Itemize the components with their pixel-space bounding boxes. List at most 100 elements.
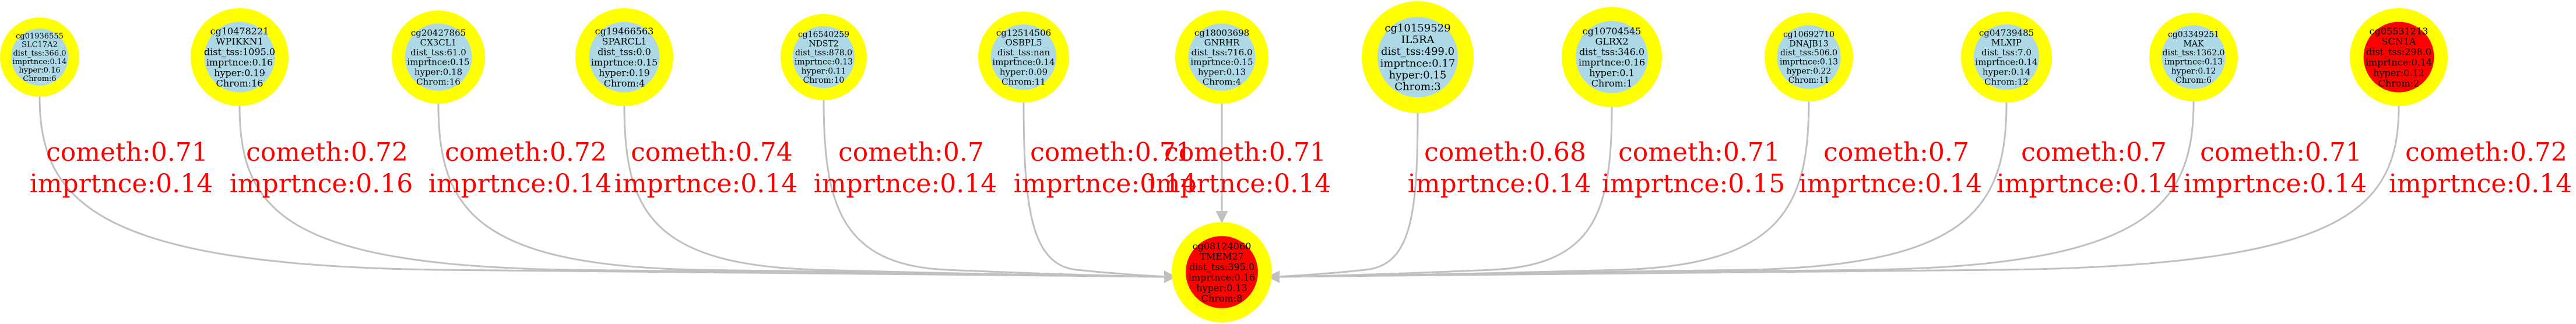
node-label-line: imprtnce:0.16 — [1189, 272, 1255, 283]
node-core — [589, 22, 660, 93]
node-label-line: imprtnce:0.17 — [1380, 57, 1456, 69]
edge-label-cometh: cometh:0.74 — [631, 138, 793, 167]
node-label-line: imprtnce:0.16 — [206, 57, 273, 68]
source-node[interactable]: cg16540259NDST2dist_tss:878.0imprtnce:0.… — [781, 14, 867, 100]
node-label-line: cg04739485 — [1979, 27, 2034, 38]
node-label-line: Chrom:6 — [2176, 76, 2212, 85]
node-label-line: cg16540259 — [798, 30, 849, 40]
edge-label-cometh: cometh:0.72 — [2405, 138, 2567, 167]
source-node[interactable]: cg05531213SCN1Adist_tss:298.0imprtnce:0.… — [2350, 8, 2448, 106]
edge-label-cometh: cometh:0.72 — [246, 138, 408, 167]
node-label-line: cg10692710 — [1783, 30, 1835, 40]
edge-label-imprtnce: imprtnce:0.14 — [614, 169, 798, 199]
node-label-line: hyper:0.19 — [214, 67, 265, 78]
node-label-line: imprtnce:0.14 — [992, 57, 1055, 68]
edge-labels-layer: cometh:0.71imprtnce:0.14cometh:0.72imprt… — [30, 138, 2573, 199]
node-core — [1777, 25, 1841, 89]
edge-label-imprtnce: imprtnce:0.14 — [1997, 169, 2180, 199]
source-node[interactable]: cg10704545GLRX2dist_tss:346.0imprtnce:0.… — [1562, 7, 1662, 107]
edge-label-cometh: cometh:0.71 — [46, 138, 208, 167]
node-core — [1188, 23, 1256, 91]
source-node[interactable]: cg10478221WPIKKN1dist_tss:1095.0imprtnce… — [191, 8, 289, 106]
node-label-line: hyper:0.16 — [19, 66, 60, 75]
target-node[interactable]: cg08124060TMEM27dist_tss:395.0imprtnce:0… — [1172, 222, 1272, 322]
source-node[interactable]: cg01936555SLC17A2dist_tss:366.0imprtnce:… — [0, 17, 79, 97]
node-label-line: cg10159529 — [1384, 22, 1450, 34]
source-node[interactable]: cg18003698GNRHRdist_tss:716.0imprtnce:0.… — [1175, 10, 1268, 104]
edge-line — [38, 96, 1177, 283]
node-label-line: cg10478221 — [210, 26, 269, 37]
node-label-line: dist_tss:395.0 — [1189, 262, 1254, 273]
source-node[interactable]: cg10159529IL5RAdist_tss:499.0imprtnce:0.… — [1362, 1, 1474, 113]
node-label-line: hyper:0.13 — [1198, 66, 1246, 77]
node-label-line: imprtnce:0.16 — [1579, 57, 1645, 68]
edge-label-imprtnce: imprtnce:0.14 — [428, 169, 612, 199]
node-label-line: imprtnce:0.14 — [1975, 57, 2037, 68]
source-node[interactable]: cg10692710DNAJB13dist_tss:506.0imprtnce:… — [1765, 13, 1853, 101]
node-core — [11, 29, 68, 86]
node-label-line: SLC17A2 — [22, 41, 58, 50]
node-core — [405, 23, 472, 91]
node-label-line: SPARCL1 — [602, 36, 647, 47]
node-label-line: GNRHR — [1204, 37, 1240, 48]
node-label-line: cg03349251 — [2168, 30, 2219, 40]
node-label-line: cg01936555 — [16, 32, 64, 41]
node-label-line: TMEM27 — [1200, 251, 1243, 262]
node-label-line: hyper:0.18 — [414, 66, 462, 77]
edge-label-imprtnce: imprtnce:0.15 — [1602, 169, 1786, 199]
node-label-line: NDST2 — [809, 39, 838, 48]
node-label-line: dist_tss:1362.0 — [2163, 48, 2225, 58]
node-label-line: imprtnce:0.14 — [13, 58, 67, 66]
node-label-line: OSBPL5 — [1005, 37, 1042, 48]
edge-label-imprtnce: imprtnce:0.14 — [30, 169, 213, 199]
node-label-line: Chrom:2 — [2378, 78, 2420, 89]
node-core — [2363, 22, 2434, 93]
node-label-line: SCN1A — [2382, 36, 2416, 47]
node-label-line: imprtnce:0.14 — [2366, 57, 2432, 68]
source-node[interactable]: cg03349251MAKdist_tss:1362.0imprtnce:0.1… — [2149, 13, 2238, 101]
edge-label-imprtnce: imprtnce:0.14 — [1148, 169, 1331, 199]
source-node[interactable]: cg19466563SPARCL1dist_tss:0.0imprtnce:0.… — [575, 8, 673, 106]
node-label-line: Chrom:10 — [803, 76, 845, 85]
edge-label-cometh: cometh:0.71 — [2200, 138, 2362, 167]
node-label-line: dist_tss:506.0 — [1780, 48, 1837, 58]
node-label-line: Chrom:1 — [1591, 78, 1633, 89]
node-label-line: Chrom:11 — [1788, 76, 1830, 85]
node-core — [1973, 24, 2040, 90]
node-label-line: dist_tss:61.0 — [410, 47, 466, 58]
node-label-line: imprtnce:0.15 — [407, 57, 469, 68]
node-label-line: dist_tss:878.0 — [795, 48, 852, 58]
node-label-line: cg10704545 — [1583, 26, 1642, 37]
node-label-line: hyper:0.1 — [1589, 67, 1635, 78]
edge-label-imprtnce: imprtnce:0.14 — [1408, 169, 1591, 199]
edge-label-cometh: cometh:0.72 — [445, 138, 607, 167]
node-label-line: dist_tss:0.0 — [598, 47, 651, 58]
edge-label-cometh: cometh:0.71 — [1030, 138, 1192, 167]
node-label-line: imprtnce:0.15 — [591, 57, 658, 68]
node-core — [204, 22, 275, 93]
node-label-line: GLRX2 — [1595, 36, 1628, 47]
edge-label-cometh: cometh:0.68 — [1424, 138, 1586, 167]
node-label-line: dist_tss:366.0 — [13, 49, 66, 58]
nodes-layer: cg01936555SLC17A2dist_tss:366.0imprtnce:… — [0, 1, 2448, 322]
source-node[interactable]: cg04739485MLXIPdist_tss:7.0imprtnce:0.14… — [1961, 12, 2052, 103]
edge-line — [1022, 102, 1177, 283]
node-label-line: MAK — [2184, 39, 2204, 48]
node-label-line: dist_tss:716.0 — [1191, 47, 1252, 58]
node-label-line: dist_tss:346.0 — [1579, 47, 1644, 58]
node-core — [792, 26, 855, 89]
edge-label-imprtnce: imprtnce:0.14 — [1014, 169, 1197, 199]
node-label-line: Chrom:4 — [604, 78, 645, 89]
source-node[interactable]: cg12514506OSBPL5dist_tss:nanimprtnce:0.1… — [978, 12, 1069, 103]
source-node[interactable]: cg20427865CX3CL1dist_tss:61.0imprtnce:0.… — [392, 10, 485, 104]
node-label-line: hyper:0.13 — [1196, 282, 1247, 293]
edge-line — [1267, 105, 2400, 283]
node-label-line: hyper:0.11 — [802, 66, 846, 76]
node-label-line: hyper:0.12 — [2373, 67, 2424, 78]
edge-label-cometh: cometh:0.71 — [1618, 138, 1780, 167]
node-label-line: imprtnce:0.13 — [2164, 58, 2223, 67]
node-core — [1186, 236, 1258, 308]
node-label-line: CX3CL1 — [420, 37, 457, 48]
node-label-line: Chrom:11 — [1001, 76, 1046, 87]
